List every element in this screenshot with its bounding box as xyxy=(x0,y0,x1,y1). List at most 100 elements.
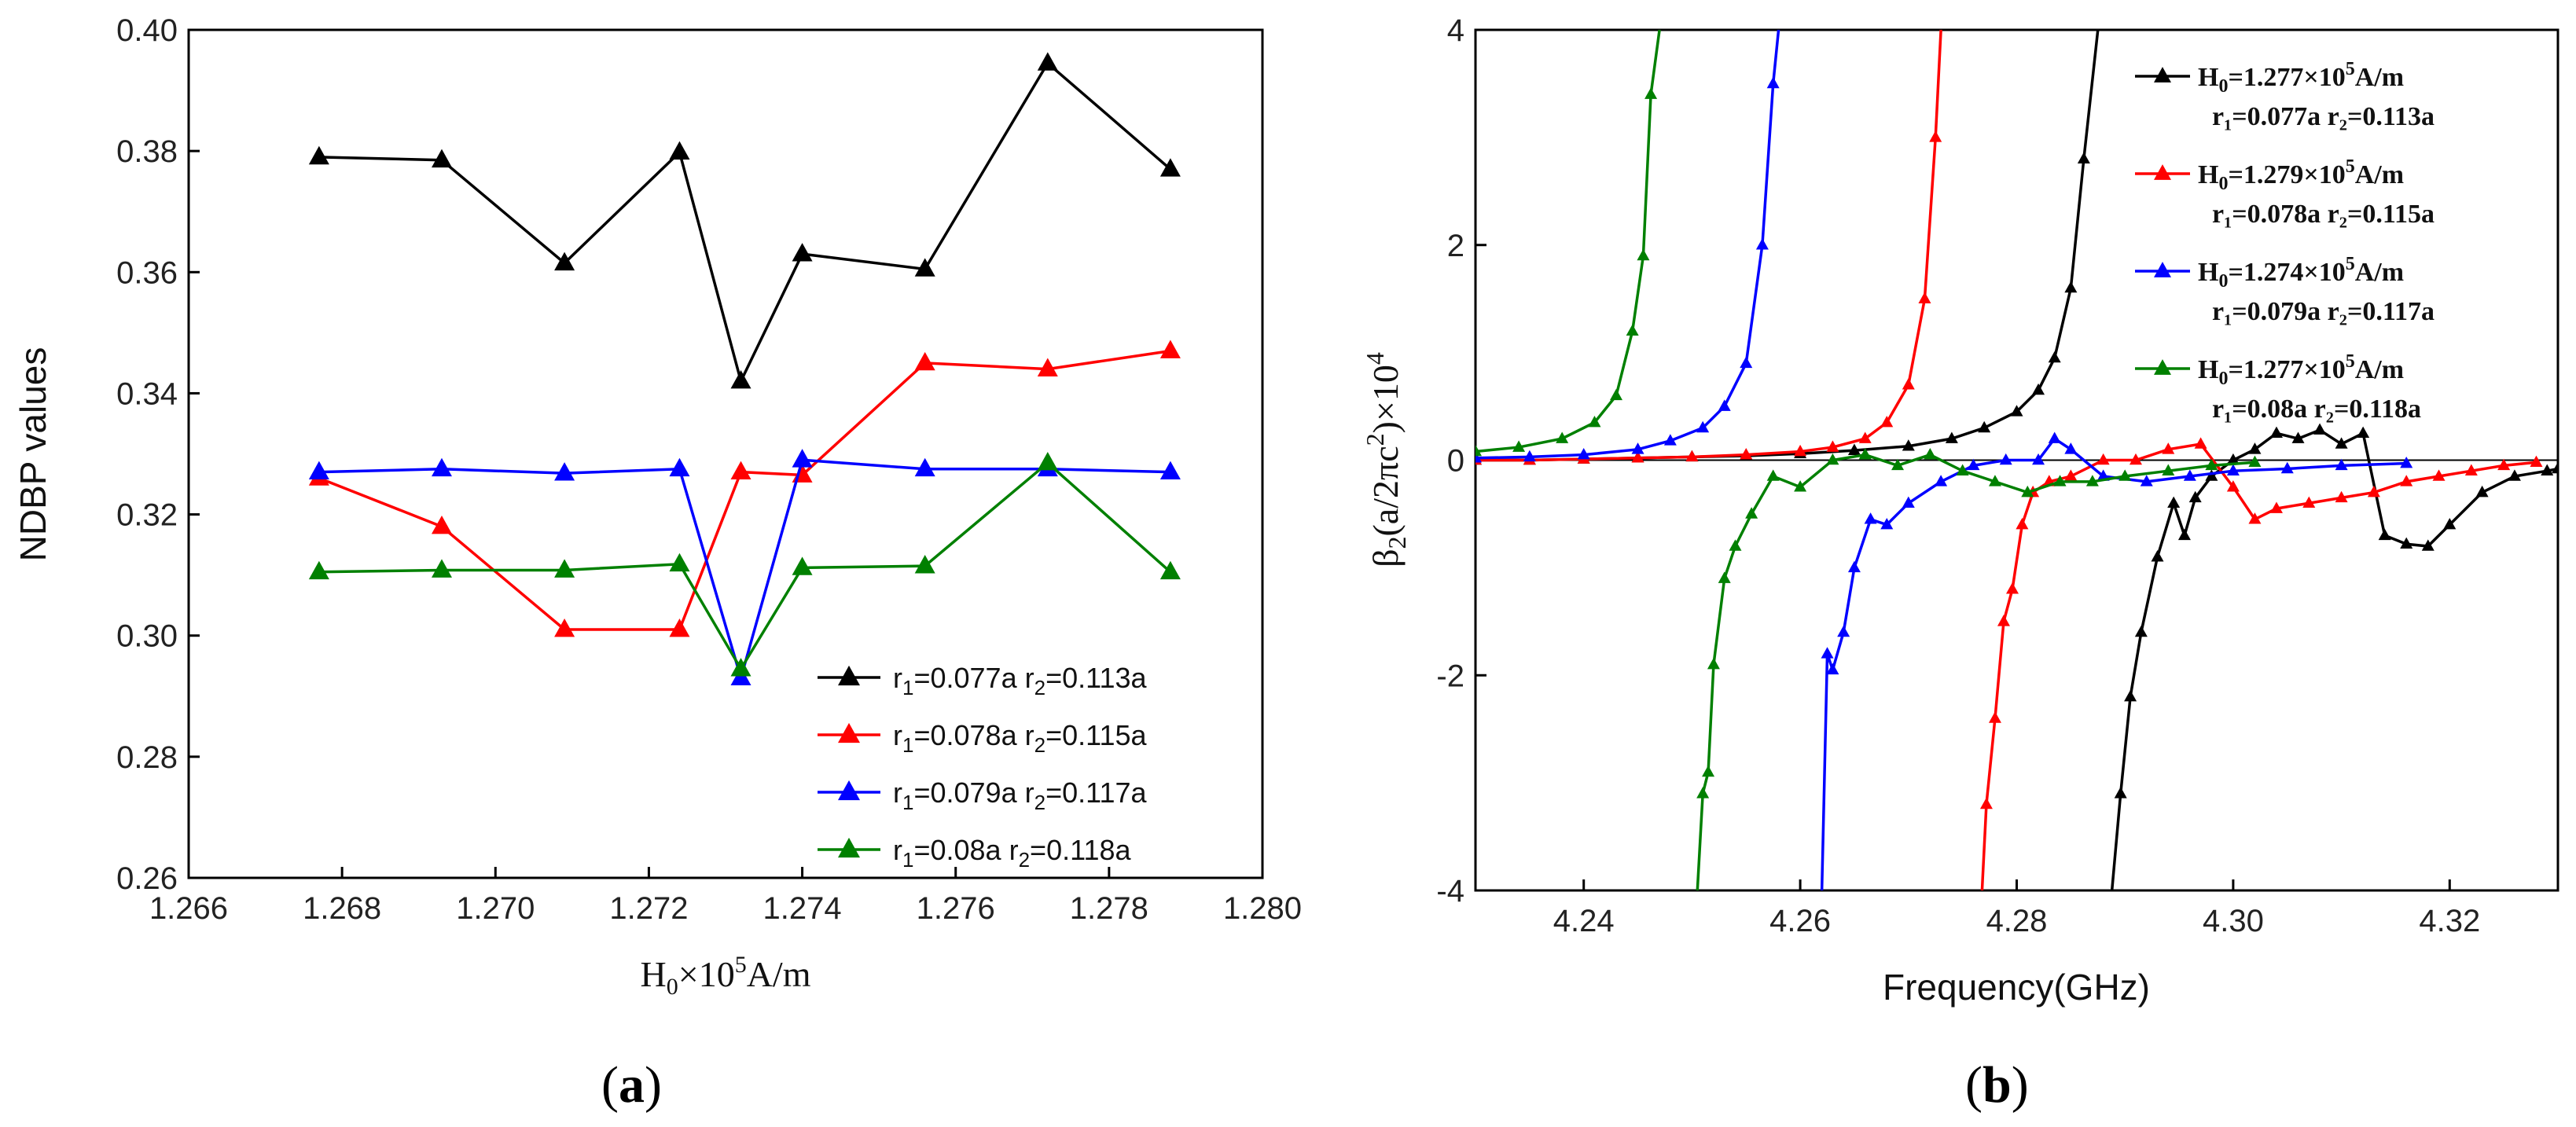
chart-b-ytick-label: -2 xyxy=(1436,659,1464,693)
chart-b-legend-sublabel: r₁=0.08a r₂=0.118a xyxy=(2212,395,2421,424)
chart-b-point xyxy=(1475,444,1482,457)
chart-a-point xyxy=(554,462,575,481)
chart-b-point xyxy=(1988,475,2001,486)
chart-b-point xyxy=(1740,356,1753,369)
chart-b-point xyxy=(2096,453,2110,465)
chart-b-point xyxy=(1766,469,1780,481)
chart-b-point xyxy=(2151,550,2164,562)
chart-b-point xyxy=(2077,152,2090,164)
chart-b: -4 -2 0 2 4 4.24 4.26 4.28 4.30 4.32 β2(a/2πc2)×… xyxy=(1361,13,2559,1008)
chart-b-ytick-label: 4 xyxy=(1447,13,1464,48)
chart-a-legend: r1=0.077a r2=0.113a r1=0.078a r2=0.115a r1… xyxy=(818,662,1148,872)
chart-a-point xyxy=(1159,461,1181,479)
chart-a-legend-label: r1=0.08a r2=0.118a xyxy=(893,834,1131,872)
chart-b-point xyxy=(1967,458,1980,471)
chart-b-point xyxy=(2177,528,2191,541)
chart-a-point xyxy=(431,149,452,168)
chart-a-point xyxy=(730,658,751,677)
chart-a-point xyxy=(914,258,935,277)
chart-a-point xyxy=(431,559,452,578)
chart-a-xtick-label: 1.268 xyxy=(303,891,381,926)
chart-b-point xyxy=(2064,469,2078,481)
chart-b-point xyxy=(2048,431,2061,443)
chart-b-point xyxy=(1644,87,1658,99)
chart-a-xtick-label: 1.276 xyxy=(917,891,995,926)
chart-b-point xyxy=(2400,537,2413,549)
chart-b-point xyxy=(1988,711,2001,723)
chart-b-point xyxy=(2400,475,2413,486)
chart-b-point xyxy=(1718,399,1731,411)
chart-b-point xyxy=(2167,496,2181,508)
chart-b-point xyxy=(2226,453,2240,465)
chart-b-legend-label: H0=1.277×105A/m xyxy=(2198,351,2404,389)
chart-b-point xyxy=(1631,442,1644,454)
chart-b-point xyxy=(1929,130,1942,142)
chart-a-point xyxy=(1159,340,1181,358)
chart-b-point xyxy=(2118,469,2132,481)
chart-b-point xyxy=(1826,663,1839,675)
chart-b-point xyxy=(2085,475,2099,486)
chart-b-legend-sublabel: r₁=0.079a r₂=0.117a xyxy=(2212,297,2435,326)
chart-b-point xyxy=(2552,461,2558,474)
chart-a-point xyxy=(1159,560,1181,580)
chart-a-legend-label: r1=0.077a r2=0.113a xyxy=(893,662,1148,699)
chart-a-ytick-label: 0.34 xyxy=(116,376,178,411)
chart-b-point xyxy=(1847,560,1861,573)
chart-b-point xyxy=(2248,455,2262,467)
chart-b-legend-label: H0=1.277×105A/m xyxy=(2198,59,2404,97)
chart-b-x-ticks: 4.24 4.26 4.28 4.30 4.32 xyxy=(1553,879,2480,938)
chart-b-point xyxy=(2226,464,2240,475)
chart-b-point xyxy=(1997,615,2010,626)
chart-b-point xyxy=(1826,440,1839,452)
chart-a: 0.260.280.300.320.340.360.380.40 1.266 1.… xyxy=(13,13,1302,1000)
chart-b-point xyxy=(2357,426,2370,439)
chart-b-legend: H0=1.277×105A/m r₁=0.077a r₂=0.113a H0=1.2… xyxy=(2135,59,2435,424)
chart-a-point xyxy=(669,141,690,160)
chart-b-point xyxy=(1999,453,2012,465)
chart-b-point xyxy=(2162,442,2175,454)
chart-b-point xyxy=(2508,469,2521,481)
chart-b-point xyxy=(1902,439,1915,451)
chart-a-xtick-label: 1.270 xyxy=(456,891,535,926)
chart-b-point xyxy=(1794,444,1807,457)
chart-a-plot-frame xyxy=(187,28,1264,879)
chart-b-xtick-label: 4.26 xyxy=(1769,904,1831,938)
chart-b-point xyxy=(2335,490,2348,503)
chart-a-series xyxy=(308,52,1181,686)
chart-a-point xyxy=(730,461,751,479)
chart-b-point xyxy=(2016,517,2029,530)
chart-b-point xyxy=(1696,420,1710,433)
chart-b-series-line xyxy=(1475,30,1661,453)
chart-b-point xyxy=(1956,464,1969,475)
chart-b-point xyxy=(1637,248,1650,261)
chart-a-point xyxy=(669,457,690,477)
chart-b-point xyxy=(2367,485,2380,497)
chart-a-ytick-label: 0.32 xyxy=(116,498,178,533)
chart-b-point xyxy=(1858,431,1872,443)
chart-b-point xyxy=(2194,437,2207,449)
chart-b-point xyxy=(1685,450,1699,462)
chart-a-xlabel: H0×105A/m xyxy=(641,952,811,1000)
chart-a-ytick-label: 0.40 xyxy=(116,13,178,48)
chart-b-point xyxy=(2313,423,2327,435)
chart-a-point xyxy=(914,351,935,371)
chart-b-point xyxy=(1556,431,1569,443)
chart-b-point xyxy=(1918,292,1931,303)
chart-b-point xyxy=(2248,442,2262,454)
chart-a-point xyxy=(669,618,690,637)
chart-b-point xyxy=(2269,501,2283,513)
chart-b-legend-marker xyxy=(2154,359,2171,375)
chart-b-point xyxy=(2464,464,2478,475)
chart-b-series-line xyxy=(1475,30,1942,462)
chart-b-point xyxy=(2443,517,2457,530)
chart-b-point xyxy=(2140,475,2153,486)
chart-b-point xyxy=(1858,448,1872,460)
chart-b-y-ticks: -4 -2 0 2 4 xyxy=(1436,13,1486,909)
chart-a-point xyxy=(308,145,329,165)
chart-a-point xyxy=(914,555,935,574)
chart-a-point xyxy=(1037,358,1058,376)
chart-a-point xyxy=(431,457,452,477)
chart-b-series-line xyxy=(1475,30,1780,460)
chart-b-point xyxy=(2129,453,2142,465)
